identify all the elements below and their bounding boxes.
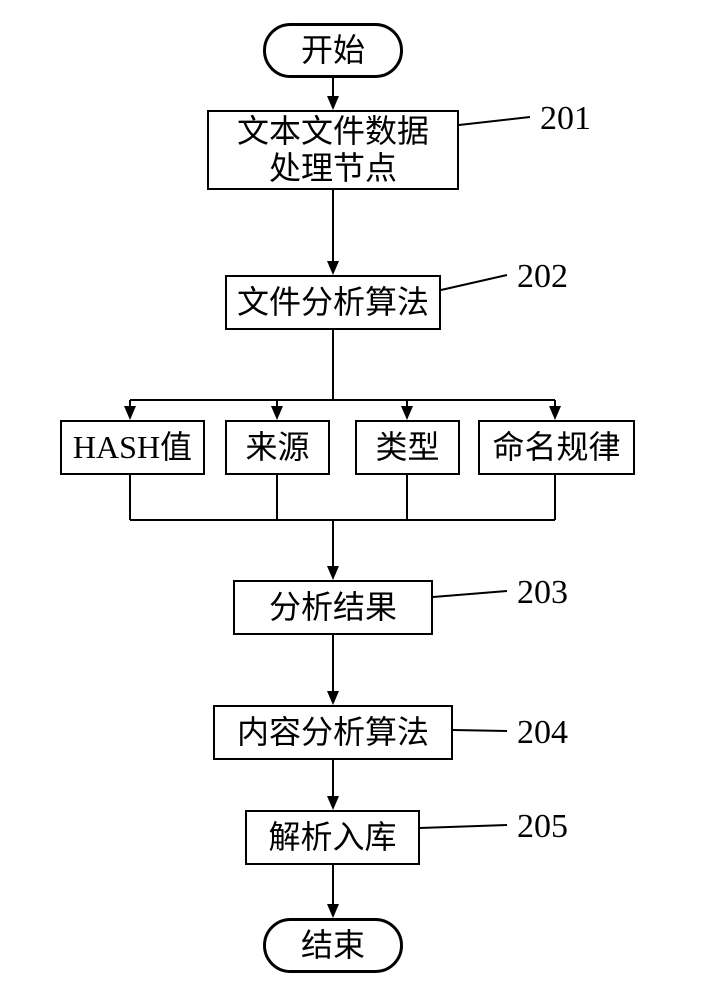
node-n203: 分析结果 (233, 580, 433, 635)
flowchart-canvas: 开始文本文件数据处理节点文件分析算法 HASH值来源类型命名规律分析结果内容分析算… (0, 0, 702, 1000)
node-start: 开始 (263, 23, 403, 78)
node-type: 类型 (355, 420, 460, 475)
node-end: 结束 (263, 918, 403, 973)
node-n201: 文本文件数据处理节点 (207, 110, 459, 190)
label-l201: 201 (540, 100, 591, 138)
label-l203: 203 (517, 574, 568, 612)
node-naming: 命名规律 (478, 420, 635, 475)
label-l202: 202 (517, 258, 568, 296)
node-source: 来源 (225, 420, 330, 475)
node-hash: HASH值 (60, 420, 205, 475)
node-n204: 内容分析算法 (213, 705, 453, 760)
node-n205: 解析入库 (245, 810, 420, 865)
label-l205: 205 (517, 808, 568, 846)
node-n202: 文件分析算法 (225, 275, 441, 330)
label-l204: 204 (517, 714, 568, 752)
